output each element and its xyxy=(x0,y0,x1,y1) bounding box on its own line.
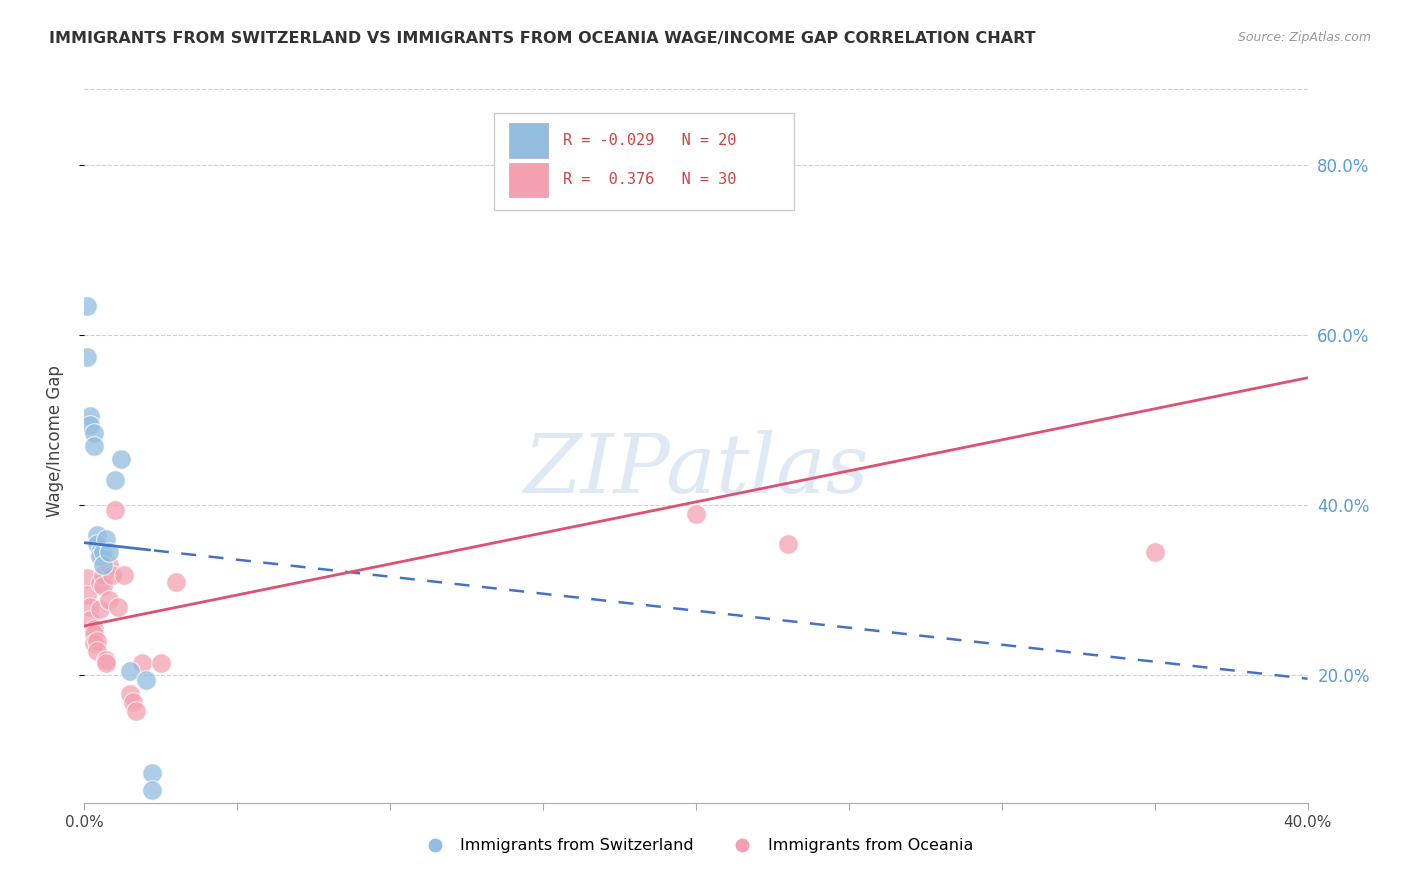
Point xyxy=(110,451,132,466)
Point xyxy=(165,574,187,589)
Point xyxy=(120,687,142,701)
Point xyxy=(79,613,101,627)
Point xyxy=(86,536,108,550)
Point xyxy=(101,568,124,582)
Point xyxy=(79,409,101,423)
Text: Source: ZipAtlas.com: Source: ZipAtlas.com xyxy=(1237,31,1371,45)
Point xyxy=(91,545,114,559)
Bar xyxy=(509,162,548,197)
Point xyxy=(141,783,163,797)
Point xyxy=(685,507,707,521)
Point xyxy=(89,545,111,559)
Point xyxy=(107,600,129,615)
FancyBboxPatch shape xyxy=(494,112,794,211)
Text: ZIPatlas: ZIPatlas xyxy=(523,431,869,510)
Point xyxy=(83,425,105,440)
Point xyxy=(76,350,98,364)
Point xyxy=(141,766,163,780)
Point xyxy=(91,579,114,593)
Point xyxy=(94,653,117,667)
Point xyxy=(97,558,120,572)
Point xyxy=(89,602,111,616)
Point xyxy=(89,576,111,591)
Point xyxy=(94,533,117,547)
Text: R = -0.029   N = 20: R = -0.029 N = 20 xyxy=(562,133,735,148)
Point xyxy=(91,568,114,582)
Text: R =  0.376   N = 30: R = 0.376 N = 30 xyxy=(562,172,735,187)
Y-axis label: Wage/Income Gap: Wage/Income Gap xyxy=(45,366,63,517)
Point xyxy=(83,627,105,641)
Point xyxy=(135,673,157,687)
Point xyxy=(104,502,127,516)
Point xyxy=(89,549,111,564)
Point xyxy=(83,439,105,453)
Point xyxy=(776,536,799,550)
Point xyxy=(86,634,108,648)
Bar xyxy=(509,123,548,158)
Point xyxy=(79,600,101,615)
Point xyxy=(91,558,114,572)
Point xyxy=(76,570,98,584)
Point xyxy=(122,696,145,710)
Point xyxy=(97,593,120,607)
Text: IMMIGRANTS FROM SWITZERLAND VS IMMIGRANTS FROM OCEANIA WAGE/INCOME GAP CORRELATI: IMMIGRANTS FROM SWITZERLAND VS IMMIGRANT… xyxy=(49,31,1036,46)
Point xyxy=(1143,545,1166,559)
Legend: Immigrants from Switzerland, Immigrants from Oceania: Immigrants from Switzerland, Immigrants … xyxy=(412,832,980,860)
Point xyxy=(94,656,117,670)
Point xyxy=(104,473,127,487)
Point xyxy=(76,299,98,313)
Point xyxy=(83,636,105,650)
Point xyxy=(79,417,101,432)
Point xyxy=(83,622,105,636)
Point xyxy=(97,545,120,559)
Point xyxy=(76,588,98,602)
Point xyxy=(86,644,108,658)
Point xyxy=(86,528,108,542)
Point xyxy=(149,656,172,670)
Point xyxy=(131,656,153,670)
Point xyxy=(125,704,148,718)
Point xyxy=(112,568,135,582)
Point xyxy=(120,664,142,678)
